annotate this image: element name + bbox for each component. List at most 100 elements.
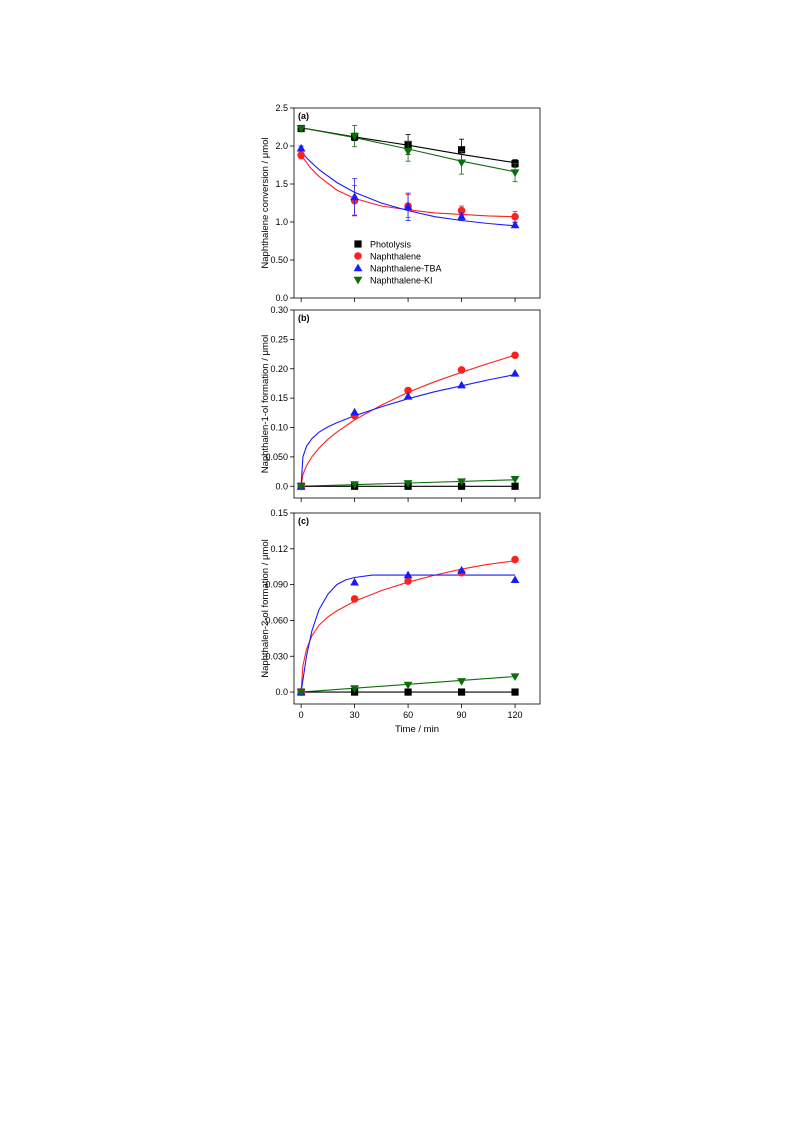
series-tba: [296, 565, 520, 696]
series-naphthalene: [297, 351, 519, 491]
y-tick-label: 0.15: [270, 508, 288, 518]
y-tick-label: 0.30: [270, 305, 288, 315]
data-point-tba: [510, 369, 520, 377]
fit-line-naphthalene: [300, 560, 516, 693]
data-point-tba: [296, 143, 306, 152]
x-tick-label: 0: [299, 710, 304, 720]
data-point-tba: [350, 407, 360, 416]
data-point-tba: [457, 565, 466, 574]
legend-label: Naphthalene-KI: [370, 276, 433, 286]
data-point-photolysis: [457, 688, 466, 696]
data-point-ki: [350, 132, 360, 141]
fit-line-tba: [300, 574, 515, 693]
data-point-naphthalene: [404, 386, 412, 395]
data-point-ki: [510, 476, 520, 484]
data-point-photolysis: [511, 482, 519, 490]
data-point-ki: [403, 480, 413, 488]
data-point-naphthalene: [404, 577, 412, 585]
panel-a: 0.0 0.50 1.0 1.5 2.0 2.5 (a) Naphthalene conver…: [260, 103, 541, 303]
data-point-ki: [350, 481, 360, 489]
legend: Photolysis Naphthalene Naphthalene-TBA Naph…: [353, 240, 442, 286]
plot-frame: [293, 309, 541, 499]
data-point-photolysis: [511, 688, 519, 696]
legend-marker-naphthalene: [354, 252, 362, 260]
data-point-tba: [457, 212, 466, 220]
data-point-photolysis: [457, 482, 466, 490]
panel-label: (c): [298, 516, 309, 526]
x-axis-title: Time / min: [395, 724, 439, 735]
panel-label: (b): [298, 313, 310, 323]
legend-label: Photolysis: [370, 240, 412, 250]
y-tick-label: 0.50: [270, 255, 288, 265]
data-point-naphthalene: [350, 595, 359, 603]
series-ki: [296, 673, 520, 697]
legend-marker-tba: [353, 263, 363, 272]
data-point-naphthalene: [511, 212, 519, 221]
legend-marker-ki: [353, 276, 363, 285]
panel-c: 0.0 0.030 0.060 0.090 0.12 0.15 0 30 60 90 120 (c) N…: [260, 508, 541, 735]
data-point-ki: [403, 681, 413, 690]
y-tick-label: 0.0: [275, 481, 288, 491]
y-tick-label: 0.030: [265, 651, 288, 661]
series-tba: [296, 143, 520, 229]
data-point-naphthalene: [297, 151, 305, 159]
y-tick-label: 1.0: [275, 217, 288, 227]
panel-b: 0.0 0.050 0.10 0.15 0.20 0.25 0.30 (b) Naphthale…: [260, 305, 541, 502]
data-point-naphthalene: [457, 366, 466, 374]
y-axis-title: Naphthalen-2-ol formation / μmol: [260, 539, 271, 678]
data-point-ki: [510, 673, 520, 681]
data-point-tba: [350, 577, 360, 586]
data-point-ki: [296, 125, 306, 133]
x-tick-label: 90: [457, 710, 467, 720]
fit-line-tba: [300, 151, 516, 227]
y-axis-title: Naphthalen-1-ol formation / μmol: [260, 335, 271, 474]
data-point-ki: [457, 678, 466, 686]
data-point-naphthalene: [511, 555, 519, 564]
x-tick-label: 60: [403, 710, 413, 720]
y-tick-label: 0.10: [270, 423, 288, 433]
data-point-tba: [510, 575, 520, 584]
plot-frame: [293, 512, 541, 705]
data-point-tba: [350, 192, 360, 201]
legend-label: Naphthalene-TBA: [370, 264, 442, 274]
series-ki: [296, 125, 520, 183]
y-tick-label: 0.25: [270, 334, 288, 344]
plot-frame: [293, 107, 541, 299]
data-point-photolysis: [404, 688, 412, 696]
data-point-ki: [350, 685, 360, 693]
panel-label: (a): [298, 111, 309, 121]
fit-line-naphthalene: [300, 154, 516, 218]
series-tba: [296, 369, 520, 490]
legend-label: Naphthalene: [370, 252, 421, 262]
data-point-tba: [403, 202, 413, 210]
y-tick-label: 2.0: [275, 141, 288, 151]
y-tick-label: 0.12: [270, 544, 288, 554]
data-point-ki: [403, 148, 413, 156]
data-point-tba: [403, 391, 413, 400]
data-point-naphthalene: [511, 351, 519, 360]
data-point-ki: [296, 688, 306, 697]
fit-line-tba: [300, 374, 516, 487]
series-ki: [296, 476, 520, 491]
y-tick-label: 0.0: [275, 687, 288, 697]
y-tick-label: 1.5: [275, 179, 288, 189]
y-tick-label: 0.0: [275, 293, 288, 303]
x-tick-label: 120: [508, 710, 523, 720]
y-tick-label: 2.5: [275, 103, 288, 113]
data-point-ki: [510, 169, 520, 177]
y-tick-label: 0.090: [265, 580, 288, 590]
y-tick-label: 0.060: [265, 615, 288, 625]
data-point-ki: [457, 159, 466, 168]
data-point-tba: [403, 570, 413, 579]
data-point-ki: [457, 478, 466, 486]
x-tick-label: 30: [350, 710, 360, 720]
y-tick-label: 0.050: [265, 452, 288, 462]
y-tick-label: 0.15: [270, 393, 288, 403]
data-point-tba: [457, 380, 466, 389]
y-axis-title: Naphthalene conversion / μmol: [260, 137, 271, 268]
data-point-ki: [296, 483, 306, 491]
fit-line-naphthalene: [300, 354, 516, 487]
y-tick-label: 0.20: [270, 364, 288, 374]
legend-marker-photolysis: [354, 240, 362, 248]
